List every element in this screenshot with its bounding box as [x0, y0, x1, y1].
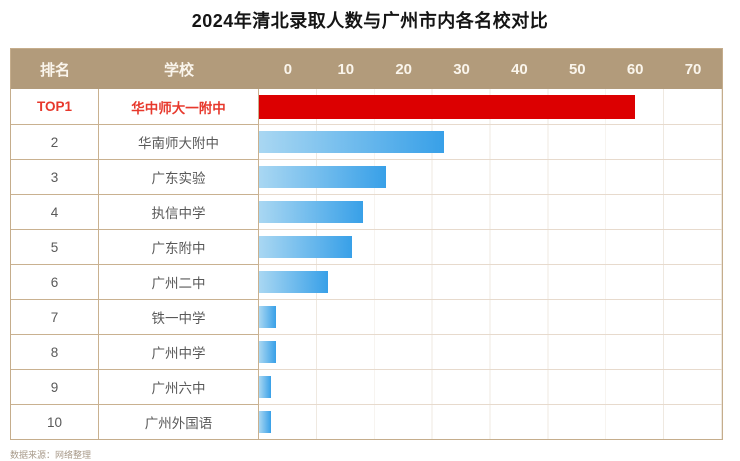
- school-cell: 广州中学: [99, 334, 259, 369]
- header-rank: 排名: [39, 61, 70, 79]
- table-row: 10 广州外国语: [11, 404, 722, 439]
- bar: [259, 271, 329, 293]
- school-cell: 铁一中学: [99, 299, 259, 334]
- rank-cell: 5: [11, 229, 99, 264]
- table-row: 3 广东实验: [11, 159, 722, 194]
- bar: [259, 236, 352, 258]
- table-row: 6 广州二中: [11, 264, 722, 299]
- bar-track: [259, 299, 722, 334]
- bar: [259, 94, 636, 119]
- rank-cell: 2: [11, 124, 99, 159]
- table-row: 7 铁一中学: [11, 299, 722, 334]
- rank-cell: TOP1: [11, 89, 99, 124]
- bar-track: [259, 264, 722, 299]
- footer-caption: 数据来源：网络整理: [10, 450, 92, 460]
- rank-cell: 8: [11, 334, 99, 369]
- school-cell: 广州外国语: [99, 404, 259, 439]
- table-body: TOP1 华中师大一附中 2 华南师大附中 3 广东实验 4 执信中学 5 广东…: [11, 89, 722, 439]
- header-school: 学校: [163, 61, 194, 79]
- rank-cell: 10: [11, 404, 99, 439]
- school-cell: 执信中学: [99, 194, 259, 229]
- rank-cell: 3: [11, 159, 99, 194]
- comparison-table: 排名 学校 0 10 20 30 40 50 60 70 TOP1 华中师大一附…: [10, 48, 723, 440]
- bar-track: [259, 194, 722, 229]
- rank-cell: 4: [11, 194, 99, 229]
- table-row: 5 广东附中: [11, 229, 722, 264]
- axis-tick-row: 0 10 20 30 40 50 60 70: [259, 49, 722, 89]
- axis-tick: 0: [283, 60, 293, 78]
- table-row: 9 广州六中: [11, 369, 722, 404]
- bar-track: [259, 159, 722, 194]
- axis-tick: 10: [337, 60, 355, 78]
- school-cell: 广州六中: [99, 369, 259, 404]
- axis-tick: 70: [684, 60, 702, 78]
- school-cell: 广东附中: [99, 229, 259, 264]
- bar-track: [259, 229, 722, 264]
- table-row: 4 执信中学: [11, 194, 722, 229]
- school-cell: 华中师大一附中: [99, 89, 259, 124]
- bar: [259, 201, 364, 223]
- rank-cell: 9: [11, 369, 99, 404]
- bar: [259, 306, 277, 328]
- table-row: TOP1 华中师大一附中: [11, 89, 722, 124]
- bar-track: [259, 124, 722, 159]
- bar-track: [259, 404, 722, 439]
- rank-cell: 6: [11, 264, 99, 299]
- bar: [259, 131, 445, 153]
- page-title: 2024年清北录取人数与广州市内各名校对比: [191, 11, 549, 31]
- rank-cell: 7: [11, 299, 99, 334]
- axis-tick: 50: [568, 60, 586, 78]
- axis-tick: 40: [511, 60, 528, 78]
- table-row: 8 广州中学: [11, 334, 722, 369]
- axis-tick: 20: [395, 60, 413, 78]
- axis-tick: 30: [453, 60, 470, 78]
- bar: [259, 166, 387, 188]
- school-cell: 华南师大附中: [99, 124, 259, 159]
- bar: [259, 411, 271, 433]
- school-cell: 广东实验: [99, 159, 259, 194]
- bar-track: [259, 89, 722, 124]
- school-cell: 广州二中: [99, 264, 259, 299]
- bar: [259, 341, 277, 363]
- axis-tick: 60: [626, 60, 644, 78]
- bar-track: [259, 369, 722, 404]
- table-row: 2 华南师大附中: [11, 124, 722, 159]
- bar: [259, 376, 271, 398]
- table-header-row: 排名 学校 0 10 20 30 40 50 60 70: [11, 49, 722, 89]
- bar-track: [259, 334, 722, 369]
